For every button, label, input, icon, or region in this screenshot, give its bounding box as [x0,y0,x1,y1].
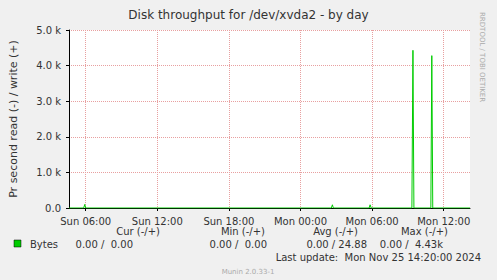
svg-text:Cur (-/+): Cur (-/+) [116,226,160,237]
svg-text:0.00 / 0.00: 0.00 / 0.00 [76,239,133,250]
svg-text:RRDTOOL / TOBI OETIKER: RRDTOOL / TOBI OETIKER [478,12,486,102]
svg-text:Avg (-/+): Avg (-/+) [313,226,358,237]
svg-text:Mon 00:00: Mon 00:00 [274,216,327,227]
svg-text:Mon 12:00: Mon 12:00 [417,216,470,227]
svg-text:Pr second read (-) / write (+): Pr second read (-) / write (+) [7,40,20,198]
svg-text:Disk throughput for /dev/xvda2: Disk throughput for /dev/xvda2 - by day [128,8,368,22]
svg-text:Munin 2.0.33-1: Munin 2.0.33-1 [222,268,275,276]
svg-text:Sun 06:00: Sun 06:00 [60,216,111,227]
svg-text:Mon 06:00: Mon 06:00 [346,216,399,227]
svg-text:Max (-/+): Max (-/+) [401,226,448,237]
svg-text:0.0: 0.0 [45,203,61,214]
svg-text:0.00 / 0.00: 0.00 / 0.00 [210,239,267,250]
svg-text:Sun 12:00: Sun 12:00 [132,216,183,227]
svg-text:3.0 k: 3.0 k [36,96,61,107]
svg-text:0.00 / 24.88: 0.00 / 24.88 [306,239,367,250]
svg-text:0.00 / 4.43k: 0.00 / 4.43k [380,239,443,250]
svg-text:2.0 k: 2.0 k [36,131,61,142]
svg-text:Min (-/+): Min (-/+) [221,226,265,237]
svg-text:5.0 k: 5.0 k [36,25,61,36]
svg-text:Last update: Mon Nov 25 14:20: Last update: Mon Nov 25 14:20:00 2024 [276,252,481,263]
svg-text:1.0 k: 1.0 k [36,167,61,178]
svg-text:4.0 k: 4.0 k [36,60,61,71]
svg-text:Sun 18:00: Sun 18:00 [203,216,254,227]
svg-text:Bytes: Bytes [30,239,58,250]
